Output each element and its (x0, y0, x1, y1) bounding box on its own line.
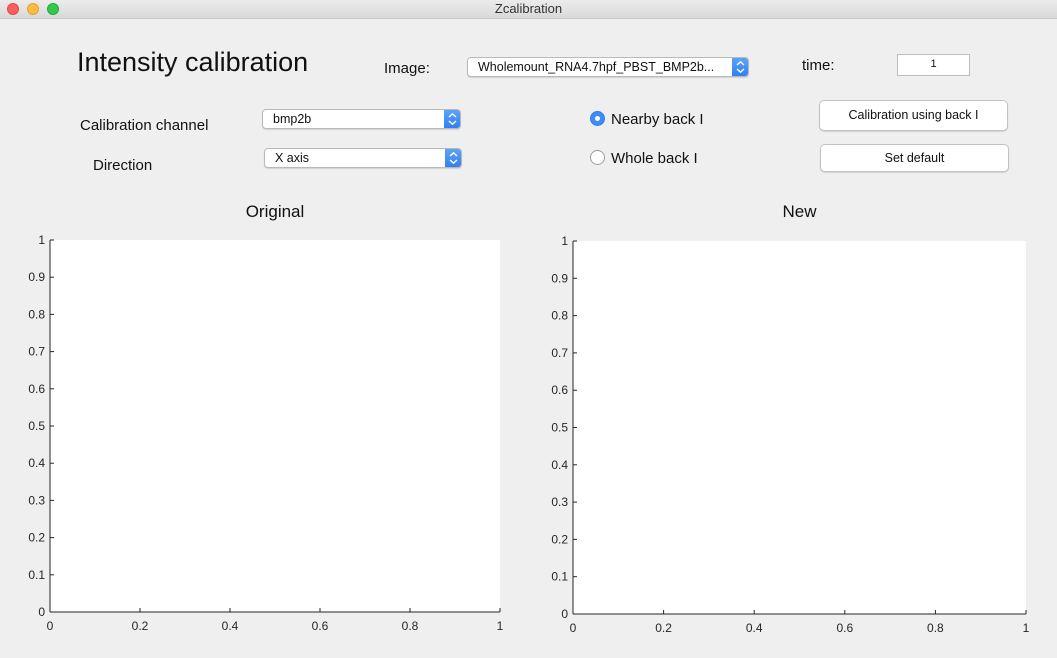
window-titlebar: Zcalibration (0, 0, 1057, 19)
original-y-tick-label: 0.9 (28, 270, 45, 284)
select-arrows-icon (732, 58, 748, 76)
new-y-tick-label: 0 (561, 607, 568, 621)
new-y-tick-label: 1 (561, 234, 568, 248)
direction-select[interactable]: X axis (264, 148, 462, 168)
nearby-back-radio[interactable] (590, 111, 605, 126)
nearby-back-label[interactable]: Nearby back I (611, 111, 704, 128)
window-title: Zcalibration (494, 1, 563, 16)
calibration-button[interactable]: Calibration using back I (819, 100, 1008, 131)
new-y-tick-label: 0.5 (551, 421, 568, 435)
new-x-tick-label: 0.8 (927, 621, 944, 635)
original-y-tick-label: 0.7 (28, 345, 45, 359)
original-x-tick-label: 0.2 (132, 619, 149, 633)
image-label: Image: (384, 60, 430, 77)
new-plot-title: New (782, 202, 817, 221)
page-title: Intensity calibration (77, 47, 309, 77)
original-x-tick-label: 0 (47, 619, 54, 633)
new-y-tick-label: 0.3 (551, 495, 568, 509)
new-y-tick-label: 0.9 (551, 271, 568, 285)
original-x-tick-label: 0.4 (222, 619, 239, 633)
new-plot-area (573, 241, 1026, 614)
original-y-tick-label: 0 (38, 605, 45, 619)
time-field[interactable]: 1 (897, 54, 970, 76)
original-y-tick-label: 0.2 (28, 531, 45, 545)
original-x-tick-label: 0.6 (312, 619, 329, 633)
select-arrows-icon (444, 110, 460, 128)
maximize-window-button[interactable] (47, 3, 59, 15)
original-x-tick-label: 0.8 (402, 619, 419, 633)
calibration-channel-select[interactable]: bmp2b (262, 109, 461, 129)
minimize-window-button[interactable] (27, 3, 39, 15)
new-y-tick-label: 0.1 (551, 570, 568, 584)
whole-back-radio[interactable] (590, 150, 605, 165)
original-y-tick-label: 0.8 (28, 307, 45, 321)
close-window-button[interactable] (7, 3, 19, 15)
original-y-tick-label: 0.5 (28, 419, 45, 433)
new-x-tick-label: 0 (570, 621, 577, 635)
new-x-tick-label: 1 (1023, 621, 1030, 635)
whole-back-label[interactable]: Whole back I (611, 150, 698, 167)
original-plot-title: Original (245, 202, 305, 221)
calibration-channel-label: Calibration channel (80, 117, 209, 134)
original-y-tick-label: 0.3 (28, 493, 45, 507)
original-x-tick-label: 1 (497, 619, 504, 633)
new-y-tick-label: 0.4 (551, 458, 568, 472)
original-y-tick-label: 1 (38, 233, 45, 247)
new-x-tick-label: 0.2 (655, 621, 672, 635)
original-y-tick-label: 0.6 (28, 382, 45, 396)
original-plot-area (50, 240, 500, 612)
set-default-button[interactable]: Set default (820, 144, 1009, 172)
new-y-tick-label: 0.7 (551, 346, 568, 360)
original-y-tick-label: 0.4 (28, 456, 45, 470)
new-x-tick-label: 0.6 (836, 621, 853, 635)
image-select[interactable]: Wholemount_RNA4.7hpf_PBST_BMP2b... (467, 57, 749, 77)
new-y-tick-label: 0.2 (551, 532, 568, 546)
new-y-tick-label: 0.8 (551, 309, 568, 323)
original-y-tick-label: 0.1 (28, 568, 45, 582)
direction-label: Direction (93, 157, 153, 174)
new-y-tick-label: 0.6 (551, 383, 568, 397)
select-arrows-icon (445, 149, 461, 167)
time-label: time: (802, 57, 835, 74)
new-x-tick-label: 0.4 (746, 621, 763, 635)
